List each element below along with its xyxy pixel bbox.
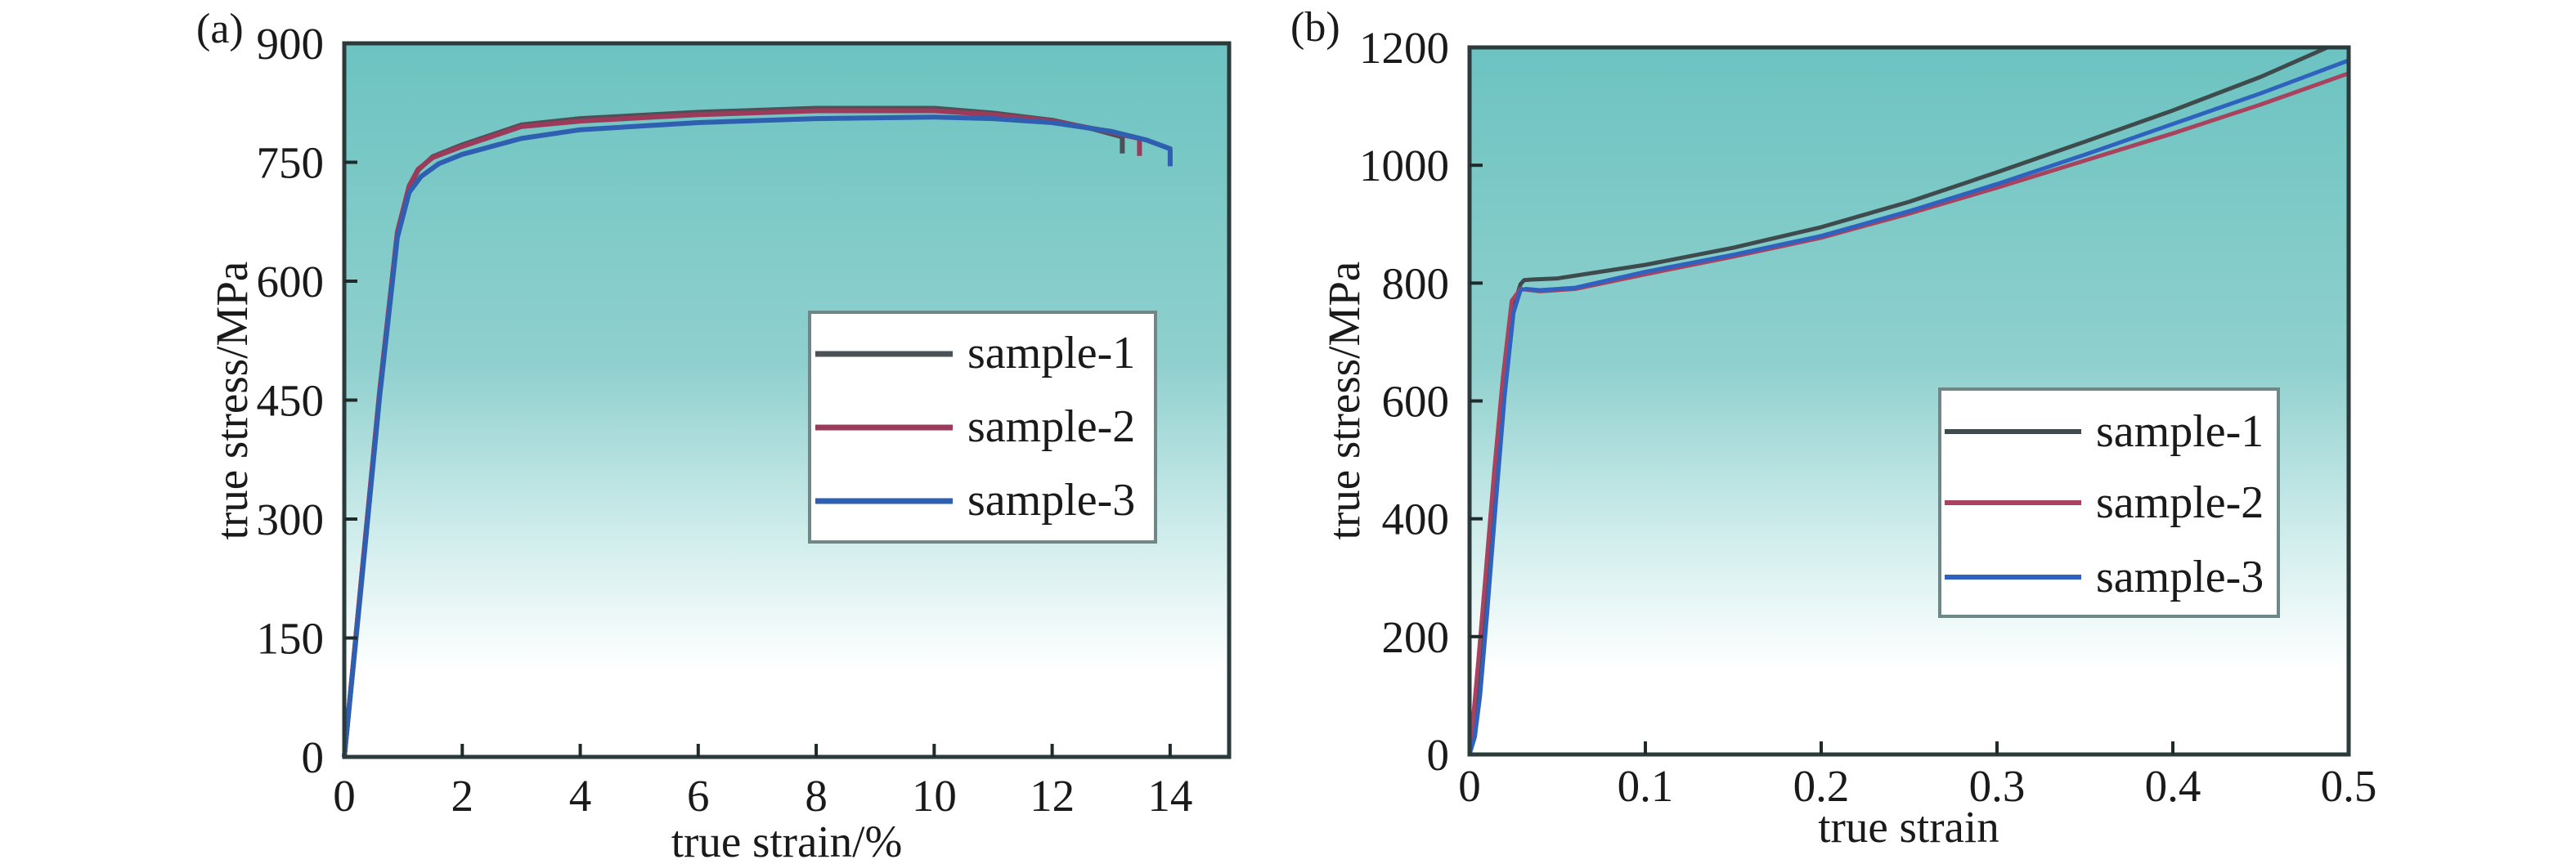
x-tick-label-a: 6 — [687, 771, 710, 821]
y-tick-label-a: 750 — [257, 138, 325, 188]
ticks-a: 0 2 4 6 8 10 12 14 0 150 300 450 600 750 900 — [257, 19, 1193, 821]
panel-b: (b) 0 0.1 0.2 0.3 0.4 0.5 0 200 400 600 800 1000 120… — [1290, 4, 2376, 852]
x-tick-label-a: 8 — [805, 771, 828, 821]
y-tick-label-b: 0 — [1427, 730, 1450, 780]
y-tick-label-a: 300 — [257, 495, 325, 544]
series-group-b — [1467, 45, 2349, 755]
legend-label-sample-1-a: sample-1 — [967, 328, 1135, 378]
y-tick-label-b: 400 — [1382, 495, 1450, 544]
x-axis-label-a: true strain/% — [671, 817, 903, 864]
legend-label-sample-1-b: sample-1 — [2096, 406, 2264, 457]
x-tick-label-a: 12 — [1030, 771, 1075, 821]
x-tick-label-b: 0.2 — [1793, 761, 1850, 811]
x-axis-label-b: true strain — [1818, 802, 1999, 852]
y-tick-label-b: 1200 — [1359, 23, 1449, 73]
legend-label-sample-3-b: sample-3 — [2096, 552, 2264, 602]
legend-label-sample-2-b: sample-2 — [2096, 477, 2264, 528]
x-tick-label-b: 0.4 — [2145, 761, 2201, 811]
legend-label-sample-3-a: sample-3 — [967, 475, 1135, 526]
series-group-a — [342, 105, 1173, 758]
panel-a: (a) 0 2 4 6 8 10 12 14 0 150 300 450 600 750 900 true … — [196, 6, 1232, 864]
x-tick-label-a: 0 — [333, 771, 356, 821]
series-line-sample-3-a — [342, 114, 1173, 758]
x-tick-label-a: 10 — [912, 771, 957, 821]
y-tick-label-b: 800 — [1382, 258, 1450, 308]
panel-label-a: (a) — [196, 6, 244, 52]
y-tick-label-a: 600 — [257, 257, 325, 307]
x-tick-label-b: 0 — [1458, 761, 1481, 811]
y-tick-label-a: 450 — [257, 376, 325, 426]
y-axis-label-a: true stress/MPa — [207, 262, 257, 540]
legend-b: sample-1 sample-2 sample-3 — [1938, 387, 2280, 618]
x-tick-label-a: 4 — [569, 771, 592, 821]
x-tick-label-b: 0.3 — [1969, 761, 2026, 811]
x-tick-label-a: 2 — [451, 771, 474, 821]
y-tick-label-a: 900 — [257, 19, 325, 69]
panel-label-b: (b) — [1290, 4, 1340, 51]
x-tick-label-b: 0.5 — [2321, 761, 2377, 811]
y-tick-label-a: 150 — [257, 614, 325, 664]
y-axis-label-b: true stress/MPa — [1319, 262, 1369, 540]
legend-a: sample-1 sample-2 sample-3 — [808, 311, 1157, 544]
x-tick-label-b: 0.1 — [1618, 761, 1674, 811]
legend-label-sample-2-a: sample-2 — [967, 401, 1135, 452]
y-tick-label-b: 1000 — [1359, 141, 1449, 190]
x-tick-label-a: 14 — [1147, 771, 1192, 821]
y-tick-label-b: 200 — [1382, 612, 1450, 662]
y-tick-label-a: 0 — [302, 732, 325, 782]
ticks-b: 0 0.1 0.2 0.3 0.4 0.5 0 200 400 600 800 1000 1200 — [1359, 23, 2376, 811]
y-tick-label-b: 600 — [1382, 377, 1450, 427]
series-line-sample-3-b — [1467, 58, 2349, 755]
